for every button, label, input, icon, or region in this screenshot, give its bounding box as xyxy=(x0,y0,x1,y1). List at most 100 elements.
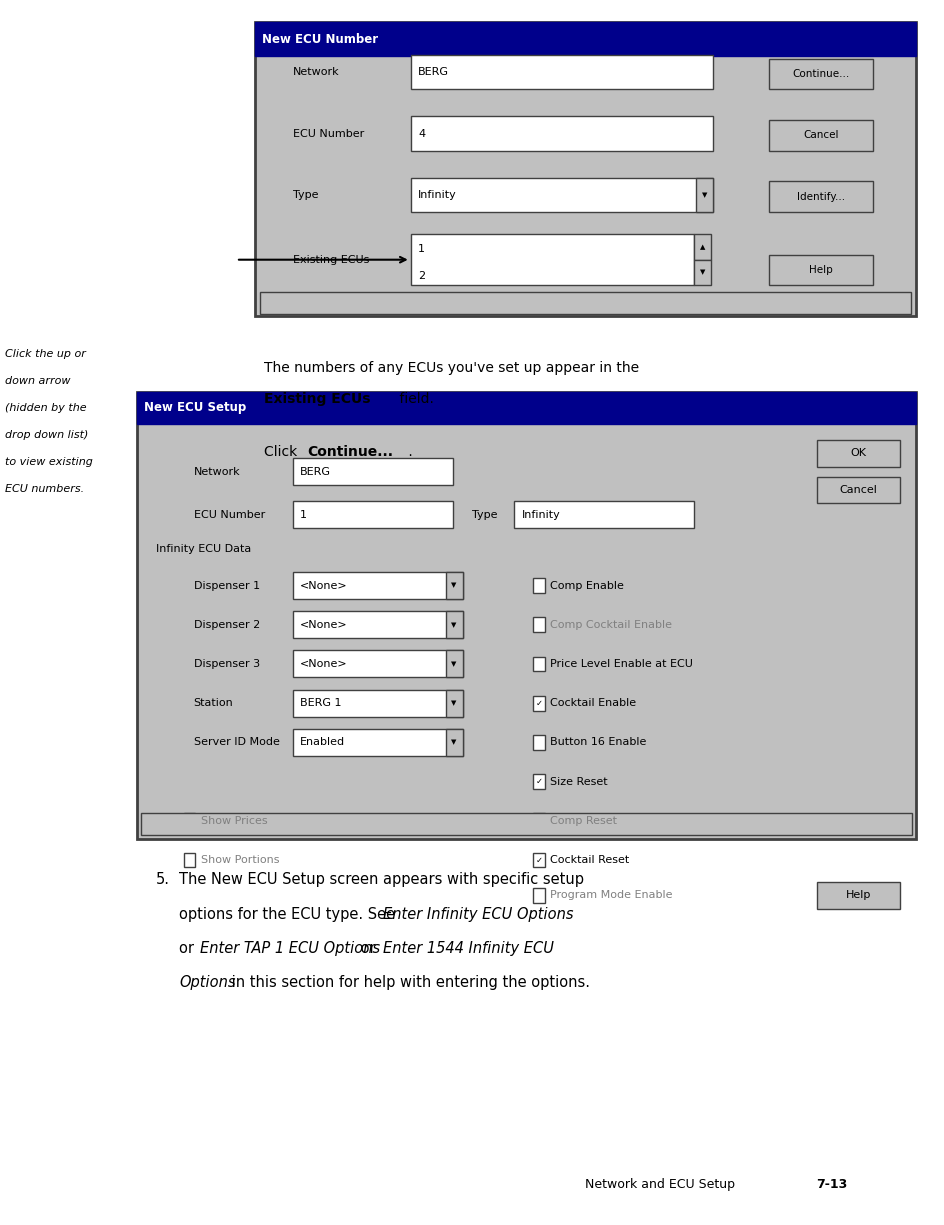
Text: Identify...: Identify... xyxy=(798,191,845,202)
Bar xyxy=(769,255,873,285)
Text: Network: Network xyxy=(293,67,339,77)
Text: Size Reset: Size Reset xyxy=(550,777,608,786)
Text: Dispenser 3: Dispenser 3 xyxy=(194,659,260,669)
Text: ▼: ▼ xyxy=(701,192,707,197)
Text: Enter TAP 1 ECU Options: Enter TAP 1 ECU Options xyxy=(200,941,379,956)
Text: Existing ECUs: Existing ECUs xyxy=(264,392,371,405)
Text: Help: Help xyxy=(846,891,870,900)
Text: Click: Click xyxy=(264,445,302,458)
Bar xyxy=(411,116,713,151)
Bar xyxy=(533,774,545,789)
Text: 1: 1 xyxy=(418,244,425,254)
Bar xyxy=(137,392,916,839)
Text: Enabled: Enabled xyxy=(300,737,346,747)
Text: options for the ECU type. See: options for the ECU type. See xyxy=(179,906,400,921)
Text: ✓: ✓ xyxy=(535,698,543,708)
Text: Program Mode Enable: Program Mode Enable xyxy=(550,891,673,900)
Text: The numbers of any ECUs you've set up appear in the: The numbers of any ECUs you've set up ap… xyxy=(264,361,639,375)
Text: Button 16 Enable: Button 16 Enable xyxy=(550,737,647,747)
Text: 4: 4 xyxy=(418,129,426,138)
Bar xyxy=(769,59,873,89)
Bar xyxy=(533,735,545,750)
Text: Comp Cocktail Enable: Comp Cocktail Enable xyxy=(550,620,672,630)
Text: Show Portions: Show Portions xyxy=(201,855,279,865)
Text: Enter 1544 Infinity ECU: Enter 1544 Infinity ECU xyxy=(383,941,554,956)
Text: BERG: BERG xyxy=(418,67,449,77)
Bar xyxy=(446,729,463,756)
Bar xyxy=(769,181,873,212)
Text: Enter Infinity ECU Options: Enter Infinity ECU Options xyxy=(383,906,574,921)
Text: BERG: BERG xyxy=(300,467,331,477)
Text: Network: Network xyxy=(194,467,240,477)
Text: Help: Help xyxy=(809,265,834,276)
Text: New ECU Setup: New ECU Setup xyxy=(144,402,246,414)
Bar xyxy=(817,440,900,467)
Text: Continue...: Continue... xyxy=(793,69,850,80)
Text: ▼: ▼ xyxy=(451,701,457,706)
Text: (hidden by the: (hidden by the xyxy=(5,403,86,413)
Bar xyxy=(769,120,873,151)
Bar xyxy=(533,578,545,593)
Bar xyxy=(446,690,463,717)
Bar xyxy=(411,55,713,89)
Text: Type: Type xyxy=(472,510,497,519)
Text: ▼: ▼ xyxy=(451,583,457,588)
Text: ▼: ▼ xyxy=(451,740,457,745)
Text: Network and ECU Setup: Network and ECU Setup xyxy=(585,1177,743,1191)
Text: ECU Number: ECU Number xyxy=(293,129,363,138)
Text: 1: 1 xyxy=(300,510,307,519)
Text: <None>: <None> xyxy=(300,659,347,669)
Text: 2: 2 xyxy=(418,271,426,281)
Text: Comp Enable: Comp Enable xyxy=(550,581,624,590)
Bar xyxy=(533,696,545,710)
Text: The New ECU Setup screen appears with specific setup: The New ECU Setup screen appears with sp… xyxy=(179,872,584,887)
Text: ▲: ▲ xyxy=(700,244,705,250)
Text: ▼: ▼ xyxy=(451,622,457,627)
Text: BERG 1: BERG 1 xyxy=(300,698,342,708)
Text: New ECU Number: New ECU Number xyxy=(262,33,379,45)
Bar xyxy=(533,657,545,671)
Text: ▼: ▼ xyxy=(451,662,457,666)
Bar xyxy=(817,477,900,503)
Bar xyxy=(137,392,916,424)
Text: to view existing: to view existing xyxy=(5,457,93,467)
Bar xyxy=(260,292,911,314)
Text: 7-13: 7-13 xyxy=(817,1177,848,1191)
Text: ✓: ✓ xyxy=(535,855,543,865)
Bar xyxy=(255,22,916,316)
Text: Server ID Mode: Server ID Mode xyxy=(194,737,279,747)
Text: Cancel: Cancel xyxy=(803,130,839,141)
Text: 5.: 5. xyxy=(156,872,170,887)
Text: ECU numbers.: ECU numbers. xyxy=(5,484,84,494)
Text: Comp Reset: Comp Reset xyxy=(550,816,617,826)
Text: OK: OK xyxy=(851,448,866,458)
Text: down arrow: down arrow xyxy=(5,376,70,386)
Text: <None>: <None> xyxy=(300,581,347,590)
Bar xyxy=(411,178,713,212)
Bar xyxy=(293,729,463,756)
Text: Type: Type xyxy=(293,190,318,200)
Bar xyxy=(184,813,195,828)
Text: Dispenser 1: Dispenser 1 xyxy=(194,581,260,590)
Bar xyxy=(293,572,463,599)
Text: Cancel: Cancel xyxy=(839,485,877,495)
Bar xyxy=(696,178,713,212)
Text: Price Level Enable at ECU: Price Level Enable at ECU xyxy=(550,659,693,669)
Text: ECU Number: ECU Number xyxy=(194,510,264,519)
Text: Station: Station xyxy=(194,698,233,708)
Bar xyxy=(293,650,463,677)
Bar xyxy=(293,690,463,717)
Text: ✓: ✓ xyxy=(535,777,543,786)
Text: Options: Options xyxy=(179,975,236,990)
Bar xyxy=(293,611,463,638)
Text: Show Prices: Show Prices xyxy=(201,816,268,826)
Bar xyxy=(255,22,916,56)
Text: field.: field. xyxy=(395,392,433,405)
Bar xyxy=(446,650,463,677)
Bar xyxy=(817,882,900,909)
Bar xyxy=(694,234,711,260)
Bar xyxy=(533,813,545,828)
Text: Existing ECUs: Existing ECUs xyxy=(293,255,369,265)
Text: <None>: <None> xyxy=(300,620,347,630)
Text: Click the up or: Click the up or xyxy=(5,349,86,359)
